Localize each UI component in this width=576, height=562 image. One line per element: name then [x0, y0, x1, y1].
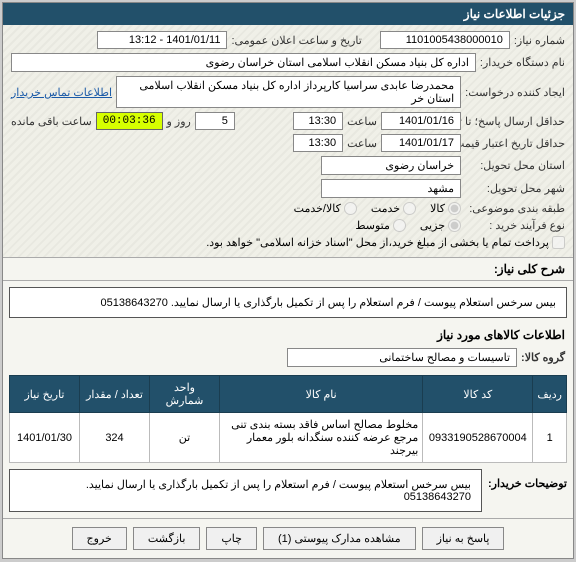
details-panel: جزئیات اطلاعات نیاز شماره نیاز: 11010054… [2, 2, 574, 559]
proc-opt-minor[interactable]: جزیی [420, 219, 461, 232]
col-name: نام کالا [220, 376, 423, 413]
req-no-value: 1101005438000010 [380, 31, 510, 49]
table-row: 1 0933190528670004 مخلوط مصالح اساس فاقد… [10, 413, 567, 463]
countdown-value: 00:03:36 [96, 112, 163, 130]
days-label: روز و [167, 115, 191, 128]
remain-label: ساعت باقی مانده [11, 115, 92, 128]
buyer-note-value: بیس سرخس استعلام پیوست / فرم استعلام را … [9, 469, 482, 512]
class-opt-goods[interactable]: کالا [430, 202, 461, 215]
province-label: استان محل تحویل: [465, 159, 565, 172]
col-date: تاریخ نیاز [10, 376, 80, 413]
panel-title: جزئیات اطلاعات نیاز [3, 3, 573, 25]
items-table: ردیف کد کالا نام کالا واحد شمارش تعداد /… [9, 375, 567, 463]
col-row: ردیف [533, 376, 567, 413]
validity-date-value: 1401/01/17 [381, 134, 461, 152]
col-qty: تعداد / مقدار [80, 376, 150, 413]
pub-date-value: 1401/01/11 - 13:12 [97, 31, 227, 49]
validity-time-label: ساعت [347, 137, 377, 150]
desc-label: شرح کلی نیاز: [3, 257, 573, 281]
group-value: تاسیسات و مصالح ساختمانی [287, 348, 517, 367]
resp-time-label: ساعت [347, 115, 377, 128]
footer-buttons: پاسخ به نیاز مشاهده مدارک پیوستی (1) چاپ… [3, 518, 573, 558]
province-value: خراسان رضوی [321, 156, 461, 175]
back-button[interactable]: بازگشت [133, 527, 201, 550]
validity-time-value: 13:30 [293, 134, 343, 152]
print-button[interactable]: چاپ [206, 527, 257, 550]
items-title: اطلاعات کالاهای مورد نیاز [3, 324, 573, 346]
contact-link[interactable]: اطلاعات تماس خریدار [11, 86, 112, 99]
group-label: گروه کالا: [521, 351, 565, 364]
class-label: طبقه بندی موضوعی: [465, 202, 565, 215]
cell-date: 1401/01/30 [10, 413, 80, 463]
cell-qty: 324 [80, 413, 150, 463]
cell-unit: تن [150, 413, 220, 463]
form-body: شماره نیاز: 1101005438000010 تاریخ و ساع… [3, 25, 573, 257]
payment-note-check[interactable]: پرداخت تمام یا بخشی از مبلغ خرید،از محل … [206, 236, 565, 249]
days-value: 5 [195, 112, 235, 130]
validity-label: حداقل تاریخ اعتبار قیمت؛ تا تاریخ: [465, 137, 565, 150]
attachments-button[interactable]: مشاهده مدارک پیوستی (1) [263, 527, 416, 550]
class-opt-both[interactable]: کالا/خدمت [294, 202, 357, 215]
desc-value: بیس سرخس استعلام پیوست / فرم استعلام را … [9, 287, 567, 318]
cell-code: 0933190528670004 [423, 413, 533, 463]
class-opt-service[interactable]: خدمت [371, 202, 416, 215]
buyer-note-label: توضیحات خریدار: [488, 469, 567, 490]
buyer-org-value: اداره کل بنیاد مسکن انقلاب اسلامی استان … [11, 53, 476, 72]
proc-opt-medium[interactable]: متوسط [355, 219, 406, 232]
col-code: کد کالا [423, 376, 533, 413]
buyer-org-label: نام دستگاه خریدار: [480, 56, 565, 69]
cell-row: 1 [533, 413, 567, 463]
req-no-label: شماره نیاز: [514, 34, 565, 47]
cell-name: مخلوط مصالح اساس فاقد بسته بندی تنی مرجع… [220, 413, 423, 463]
resp-date-value: 1401/01/16 [381, 112, 461, 130]
pub-date-label: تاریخ و ساعت اعلان عمومی: [231, 34, 361, 47]
creator-value: محمدرضا عابدی سراسیا کارپرداز اداره کل ب… [116, 76, 461, 108]
city-label: شهر محل تحویل: [465, 182, 565, 195]
col-unit: واحد شمارش [150, 376, 220, 413]
reply-button[interactable]: پاسخ به نیاز [422, 527, 505, 550]
proc-label: نوع فرآیند خرید : [465, 219, 565, 232]
resp-time-value: 13:30 [293, 112, 343, 130]
city-value: مشهد [321, 179, 461, 198]
creator-label: ایجاد کننده درخواست: [465, 86, 565, 99]
resp-deadline-label: حداقل ارسال پاسخ؛ تا تاریخ: [465, 115, 565, 128]
exit-button[interactable]: خروج [72, 527, 127, 550]
